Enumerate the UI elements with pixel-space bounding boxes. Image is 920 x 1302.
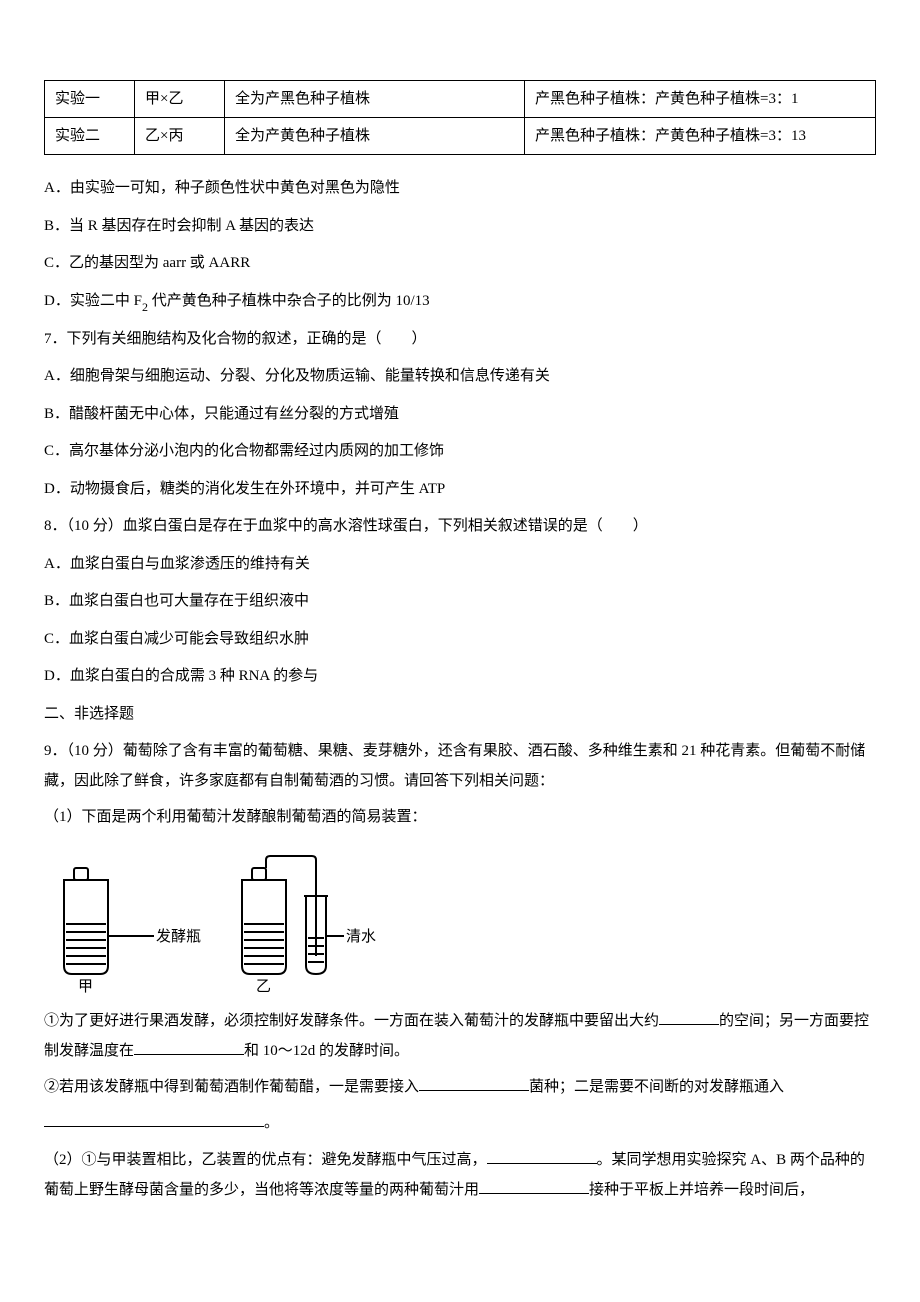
- q6-option-a: A．由实验一可知，种子颜色性状中黄色对黑色为隐性: [44, 173, 876, 205]
- q9-2c: 接种于平板上并培养一段时间后，: [589, 1182, 814, 1198]
- cell-exp1-f1: 全为产黑色种子植株: [225, 81, 525, 118]
- q9-stem: 9．（10 分）葡萄除了含有丰富的葡萄糖、果糖、麦芽糖外，还含有果胶、酒石酸、多…: [44, 736, 876, 796]
- table-row: 实验一 甲×乙 全为产黑色种子植株 产黑色种子植株：产黄色种子植株=3：1: [45, 81, 876, 118]
- cell-exp1-label: 实验一: [45, 81, 135, 118]
- blank-advantage: [487, 1149, 597, 1164]
- section-2-title: 二、非选择题: [44, 699, 876, 731]
- q9-2a: （2）①与甲装置相比，乙装置的优点有：避免发酵瓶中气压过高，: [44, 1152, 487, 1168]
- q9-1-2c: 。: [264, 1115, 279, 1131]
- q8-option-a: A．血浆白蛋白与血浆渗透压的维持有关: [44, 549, 876, 581]
- q6-d-sub: 2: [142, 300, 148, 314]
- cell-exp1-f2: 产黑色种子植株：产黄色种子植株=3：1: [525, 81, 876, 118]
- q6-option-d: D．实验二中 F2 代产黄色种子植株中杂合子的比例为 10/13: [44, 286, 876, 318]
- q8-option-c: C．血浆白蛋白减少可能会导致组织水肿: [44, 624, 876, 656]
- q8-option-b: B．血浆白蛋白也可大量存在于组织液中: [44, 586, 876, 618]
- q9-item-1-2-tail: 。: [44, 1108, 876, 1140]
- blank-strain: [419, 1076, 529, 1091]
- q7-option-c: C．高尔基体分泌小泡内的化合物都需经过内质网的加工修饰: [44, 436, 876, 468]
- q7-option-d: D．动物摄食后，糖类的消化发生在外环境中，并可产生 ATP: [44, 474, 876, 506]
- q9-1-2a: ②若用该发酵瓶中得到葡萄酒制作葡萄醋，一是需要接入: [44, 1079, 419, 1095]
- q7-option-a: A．细胞骨架与细胞运动、分裂、分化及物质运输、能量转换和信息传递有关: [44, 361, 876, 393]
- q6-d-pre: D．实验二中 F: [44, 293, 142, 309]
- experiment-table: 实验一 甲×乙 全为产黑色种子植株 产黑色种子植株：产黄色种子植株=3：1 实验…: [44, 80, 876, 155]
- q9-1-1a: ①为了更好进行果酒发酵，必须控制好发酵条件。一方面在装入葡萄汁的发酵瓶中要留出大…: [44, 1013, 659, 1029]
- q6-option-b: B．当 R 基因存在时会抑制 A 基因的表达: [44, 211, 876, 243]
- blank-space: [659, 1010, 719, 1025]
- blank-method: [479, 1179, 589, 1194]
- apparatus-svg: 发酵瓶 清水 甲 乙: [44, 846, 394, 996]
- blank-gas: [44, 1112, 264, 1127]
- fig-label-jia: 甲: [78, 979, 93, 995]
- fermentation-figure: 发酵瓶 清水 甲 乙: [44, 846, 876, 996]
- fig-label-fajiaoping: 发酵瓶: [156, 928, 201, 945]
- table-row: 实验二 乙×丙 全为产黄色种子植株 产黑色种子植株：产黄色种子植株=3：13: [45, 118, 876, 155]
- q9-1-1c: 和 10～12d 的发酵时间。: [244, 1043, 409, 1059]
- cell-exp2-f2: 产黑色种子植株：产黄色种子植株=3：13: [525, 118, 876, 155]
- q7-stem: 7．下列有关细胞结构及化合物的叙述，正确的是（ ）: [44, 324, 876, 356]
- cell-exp2-f1: 全为产黄色种子植株: [225, 118, 525, 155]
- fig-label-qingshui: 清水: [346, 928, 376, 945]
- q9-item-2: （2）①与甲装置相比，乙装置的优点有：避免发酵瓶中气压过高，。某同学想用实验探究…: [44, 1145, 876, 1205]
- fig-label-yi: 乙: [256, 979, 271, 995]
- q8-option-d: D．血浆白蛋白的合成需 3 种 RNA 的参与: [44, 661, 876, 693]
- q9-item-1-1: ①为了更好进行果酒发酵，必须控制好发酵条件。一方面在装入葡萄汁的发酵瓶中要留出大…: [44, 1006, 876, 1066]
- q6-option-c: C．乙的基因型为 aarr 或 AARR: [44, 248, 876, 280]
- blank-temp: [134, 1040, 244, 1055]
- cell-exp2-cross: 乙×丙: [135, 118, 225, 155]
- q6-d-post: 代产黄色种子植株中杂合子的比例为 10/13: [148, 293, 430, 309]
- q9-item-1-2: ②若用该发酵瓶中得到葡萄酒制作葡萄醋，一是需要接入 菌种；二是需要不间断的对发酵瓶…: [44, 1072, 876, 1102]
- q7-option-b: B．醋酸杆菌无中心体，只能通过有丝分裂的方式增殖: [44, 399, 876, 431]
- q9-1-2b: 菌种；二是需要不间断的对发酵瓶通入: [529, 1079, 784, 1095]
- cell-exp1-cross: 甲×乙: [135, 81, 225, 118]
- cell-exp2-label: 实验二: [45, 118, 135, 155]
- q9-p1: （1）下面是两个利用葡萄汁发酵酿制葡萄酒的简易装置：: [44, 802, 876, 834]
- q8-stem: 8．（10 分）血浆白蛋白是存在于血浆中的高水溶性球蛋白，下列相关叙述错误的是（…: [44, 511, 876, 543]
